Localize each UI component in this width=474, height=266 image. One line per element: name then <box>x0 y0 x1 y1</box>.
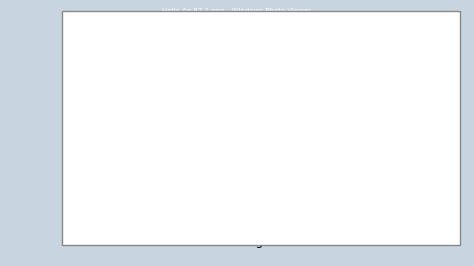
Ellipse shape <box>198 39 223 217</box>
Text: Helix Ag 87-1.png - Windows Photo Viewer: Helix Ag 87-1.png - Windows Photo Viewer <box>163 8 311 14</box>
Text: Maximum: Maximum <box>316 165 377 178</box>
Ellipse shape <box>202 79 223 167</box>
Text: Radius: Radius <box>336 100 378 113</box>
Text: Reflector
diameter: Reflector diameter <box>121 114 178 142</box>
Text: Longitudinal
spacing: Longitudinal spacing <box>233 39 310 67</box>
Text: Length: Length <box>233 235 276 248</box>
